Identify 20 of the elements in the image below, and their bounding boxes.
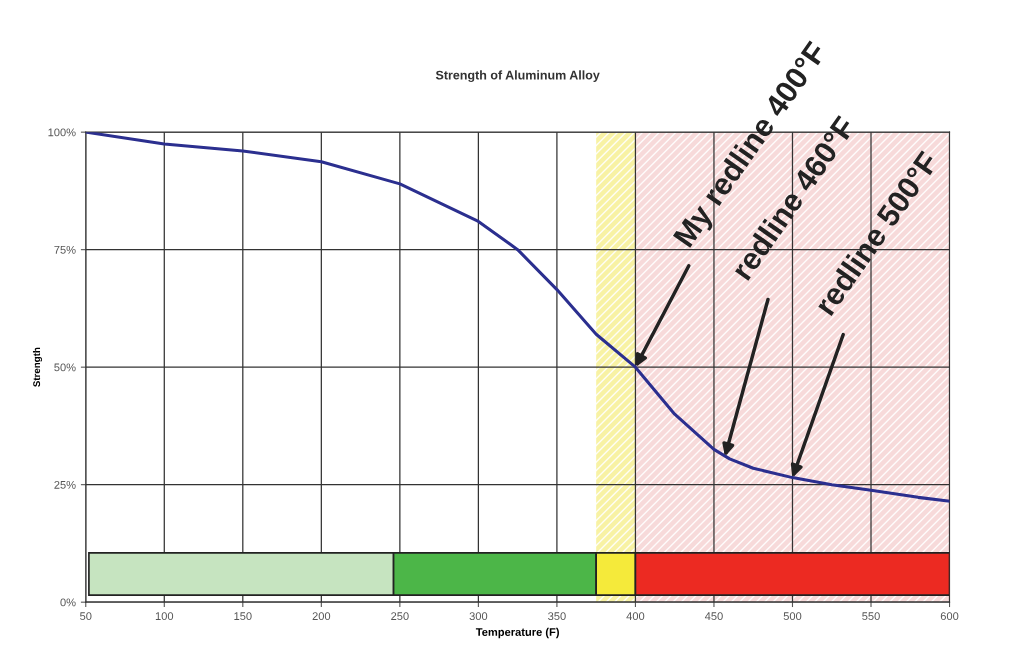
chart-title: Strength of Aluminum Alloy xyxy=(435,70,600,83)
x-tick-label: 550 xyxy=(862,612,880,621)
x-tick-label: 250 xyxy=(391,612,409,621)
y-tick-label: 0% xyxy=(60,598,76,607)
x-tick-label: 200 xyxy=(312,612,331,621)
y-tick-label: 100% xyxy=(48,128,76,137)
x-tick-label: 100 xyxy=(155,612,174,621)
x-tick-label: 500 xyxy=(783,612,802,621)
x-tick-label: 150 xyxy=(234,612,252,621)
x-tick-label: 300 xyxy=(469,612,488,621)
x-axis-title: Temperature (F) xyxy=(475,627,559,639)
y-tick-label: 25% xyxy=(54,480,76,489)
x-tick-label: 600 xyxy=(940,612,959,621)
x-tick-label: 400 xyxy=(626,612,645,621)
x-tick-label: 50 xyxy=(80,612,92,621)
y-tick-label: 75% xyxy=(54,245,76,254)
x-tick-label: 450 xyxy=(704,612,723,621)
y-tick-label: 50% xyxy=(54,363,76,372)
x-tick-label: 350 xyxy=(548,612,566,621)
y-axis-title: Strength xyxy=(32,347,43,387)
